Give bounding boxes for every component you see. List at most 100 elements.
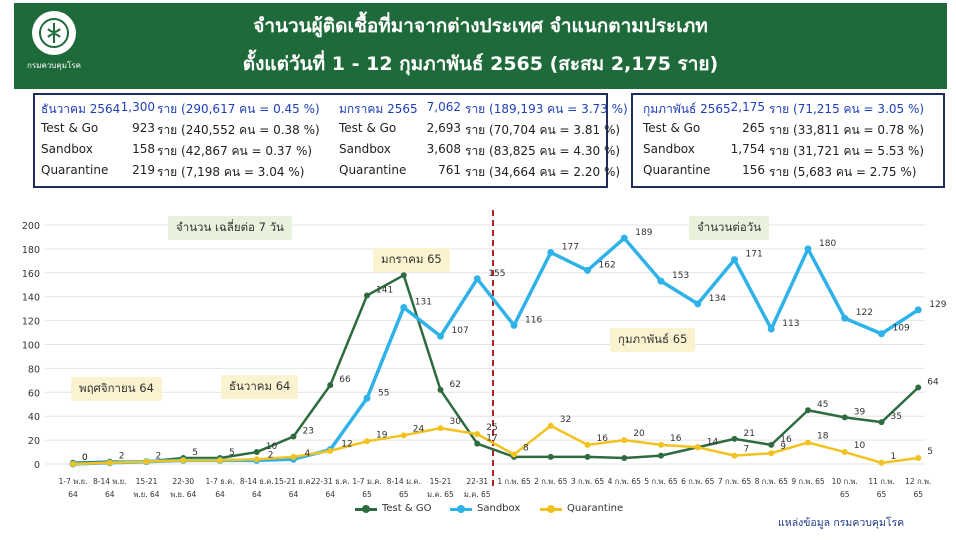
summary-label: Sandbox	[41, 142, 93, 156]
x-tick-label: 65	[362, 490, 372, 499]
data-point	[878, 419, 885, 426]
page-subtitle: ตั้งแต่วันที่ 1 - 12 กุมภาพันธ์ 2565 (สะ…	[242, 53, 719, 75]
data-label: 35	[891, 412, 902, 422]
data-point	[768, 450, 775, 457]
data-point	[657, 277, 665, 285]
data-point	[363, 394, 371, 402]
data-point	[437, 332, 444, 340]
data-point	[364, 292, 370, 299]
data-label: 12	[341, 440, 352, 450]
summary-detail: ราย (240,552 คน = 0.38 %)	[157, 123, 320, 137]
data-label: 30	[450, 417, 462, 427]
x-tick-label: 5 ก.พ. 65	[644, 477, 678, 486]
data-label: 177	[562, 242, 579, 252]
data-label: 23	[303, 427, 314, 437]
x-tick-label: 1 ก.พ. 65	[497, 477, 531, 486]
data-label: 0	[82, 453, 88, 463]
x-tick-label: 64	[252, 490, 262, 499]
data-point	[70, 461, 76, 467]
data-point	[658, 441, 664, 448]
data-label: 109	[893, 324, 910, 334]
data-label: 39	[854, 407, 866, 417]
data-point	[474, 431, 481, 438]
data-label: 16	[597, 434, 609, 444]
summary-label: Quarantine	[339, 163, 407, 177]
data-point	[621, 437, 628, 444]
data-label: 45	[817, 400, 828, 410]
summary-detail: ราย (5,683 คน = 2.75 %)	[769, 165, 917, 179]
data-point	[658, 452, 664, 459]
x-tick-label: 8 ก.พ. 65	[755, 477, 789, 486]
x-tick-label: 64	[325, 490, 335, 499]
data-label: 107	[452, 326, 469, 336]
data-point	[694, 300, 702, 308]
x-tick-label: 8-14 ธ.ค.	[240, 477, 274, 486]
data-label: 2	[156, 452, 162, 462]
summary-count: 2,693	[426, 121, 461, 135]
data-label: 10	[266, 442, 278, 452]
data-label: 18	[817, 431, 829, 441]
summary-count: 156	[742, 163, 765, 177]
y-tick-label: 100	[22, 341, 40, 352]
x-tick-label: 3 ก.พ. 65	[571, 477, 605, 486]
x-tick-label: 15-21	[136, 477, 158, 486]
data-label: 8	[523, 443, 529, 453]
annotation-avg7: จำนวน เฉลี่ยต่อ 7 วัน	[168, 216, 292, 240]
data-point	[731, 435, 738, 442]
summary-label: Test & Go	[339, 121, 397, 135]
data-point	[400, 432, 407, 439]
data-label: 7	[744, 445, 750, 455]
data-label: 2	[268, 450, 274, 460]
data-point	[731, 256, 738, 264]
emblem-icon	[39, 18, 69, 48]
data-label: 0	[82, 453, 88, 463]
annotation-january: มกราคม 65	[373, 248, 450, 272]
data-label: 189	[635, 228, 652, 238]
y-tick-label: 160	[22, 269, 40, 280]
data-label: 5	[192, 448, 198, 458]
x-tick-label: 22-31	[466, 477, 488, 486]
summary-count: 923	[132, 121, 155, 135]
summary-count: 219	[132, 163, 155, 177]
x-tick-label: 65	[840, 490, 850, 499]
data-label: 155	[488, 269, 505, 279]
annotation-december: ธันวาคม 64	[221, 375, 299, 399]
x-tick-label: 65	[913, 490, 923, 499]
data-label: 19	[376, 430, 388, 440]
x-tick-label: 65	[399, 490, 409, 499]
data-point	[547, 422, 554, 429]
annotation-november: พฤศจิกายน 64	[71, 377, 162, 401]
data-label: 162	[599, 260, 616, 270]
data-label: 153	[672, 271, 689, 281]
data-label: 21	[744, 429, 755, 439]
summary-label: Sandbox	[643, 142, 695, 156]
data-label: 66	[339, 375, 351, 385]
data-label: 5	[229, 448, 235, 458]
x-tick-label: 6 ก.พ. 65	[681, 477, 715, 486]
data-point	[584, 441, 591, 448]
data-label: 5	[927, 447, 933, 457]
data-point	[180, 457, 187, 464]
data-label: 129	[929, 300, 946, 310]
summary-detail: ราย (34,664 คน = 2.20 %)	[465, 165, 621, 179]
summary-label: กุมภาพันธ์ 2565	[643, 102, 731, 116]
data-label: 16	[670, 434, 682, 444]
data-point	[805, 439, 811, 446]
summary-label: Quarantine	[41, 163, 109, 177]
summary-detail: ราย (290,617 คน = 0.45 %)	[157, 102, 320, 116]
summary-count: 1,300	[120, 100, 155, 114]
logo-caption: กรมควบคุมโรค	[27, 61, 81, 70]
summary-detail: ราย (33,811 คน = 0.78 %)	[769, 123, 925, 137]
x-tick-label: 11 ก.พ.	[868, 477, 894, 486]
source-note: แหล่งข้อมูล กรมควบคุมโรค	[778, 517, 905, 529]
data-point	[400, 303, 408, 311]
data-label: 17	[486, 434, 497, 444]
data-label: 32	[560, 415, 571, 425]
data-label: 116	[525, 315, 542, 325]
data-label: 24	[413, 424, 425, 434]
y-tick-label: 20	[28, 436, 40, 447]
summary-count: 7,062	[426, 100, 461, 114]
data-point	[878, 459, 885, 466]
data-point	[400, 272, 407, 279]
